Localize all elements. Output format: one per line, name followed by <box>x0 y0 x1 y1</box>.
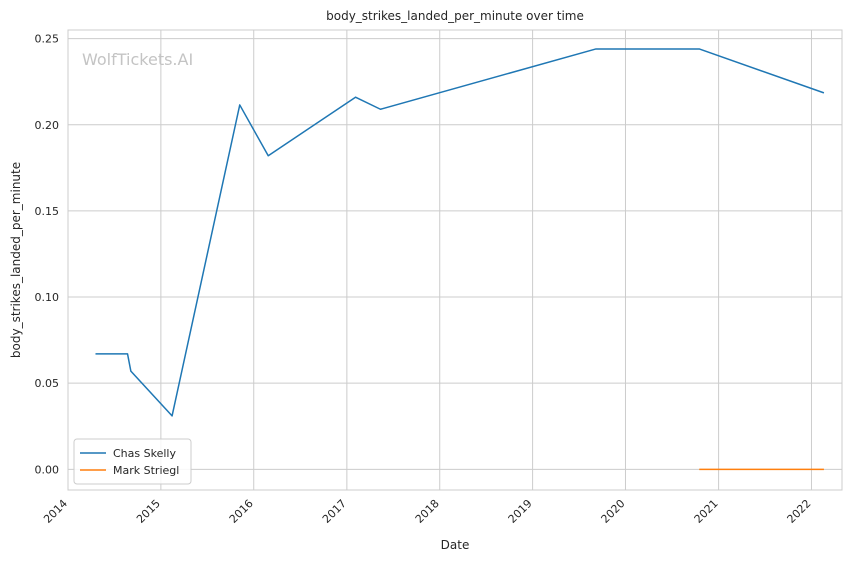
legend-frame <box>73 438 192 485</box>
x-tick-label: 2022 <box>785 497 814 526</box>
x-tick-label: 2015 <box>134 497 163 526</box>
y-tick-label: 0.05 <box>35 377 60 390</box>
chart-title: body_strikes_landed_per_minute over time <box>326 9 584 23</box>
x-tick-label: 2016 <box>227 497 256 526</box>
x-tick-label: 2014 <box>41 497 70 526</box>
legend-label-1: Mark Striegl <box>113 464 179 477</box>
y-axis-title: body_strikes_landed_per_minute <box>9 162 23 358</box>
y-tick-label: 0.10 <box>35 291 60 304</box>
x-tick-label: 2020 <box>599 497 628 526</box>
x-axis-title: Date <box>441 538 470 552</box>
x-tick-label: 2017 <box>320 497 349 526</box>
legend: Chas Skelly Mark Striegl <box>73 438 192 485</box>
x-tick-label: 2018 <box>413 497 442 526</box>
y-tick-label: 0.00 <box>35 463 60 476</box>
x-tick-label: 2021 <box>692 497 721 526</box>
y-tick-label: 0.25 <box>35 33 60 46</box>
series-lines <box>95 48 825 471</box>
x-tick-label: 2019 <box>506 497 535 526</box>
y-tick-label: 0.15 <box>35 205 60 218</box>
legend-label-0: Chas Skelly <box>113 447 176 460</box>
y-tick-label: 0.20 <box>35 119 60 132</box>
watermark: WolfTickets.AI <box>82 50 193 69</box>
series-line-0 <box>95 48 825 417</box>
plot-area <box>67 29 843 491</box>
